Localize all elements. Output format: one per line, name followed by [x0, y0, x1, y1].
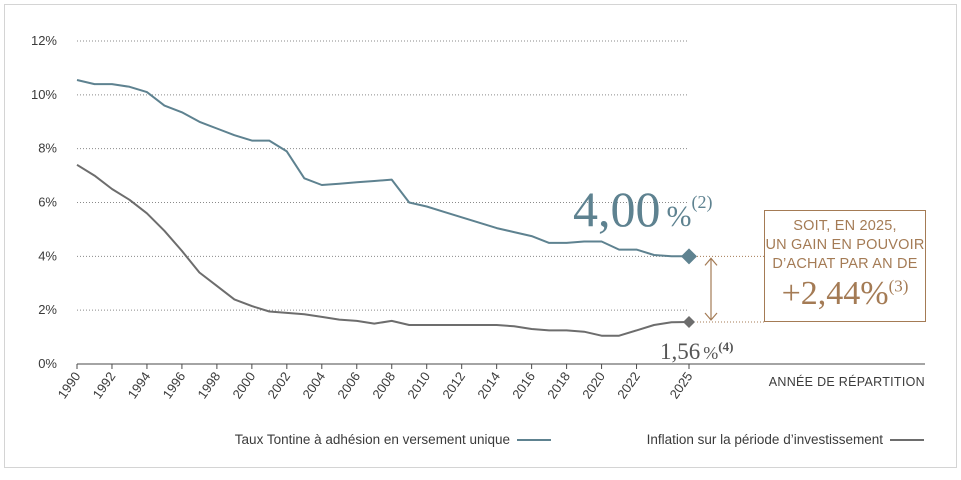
callout-gain-value: +2,44% [781, 275, 889, 312]
bracket-arrowhead-bottom [704, 312, 718, 321]
x-tick-label: 2014 [474, 369, 503, 401]
x-tick-label: 1990 [55, 369, 84, 401]
x-tick-label: 2010 [404, 369, 433, 401]
x-tick-label: 2020 [579, 369, 608, 401]
final-rate-value: 4,00 [573, 181, 661, 237]
grid-lines [77, 40, 689, 311]
x-tick-label: 1996 [159, 369, 188, 401]
end-markers [681, 248, 697, 329]
y-tick-label: 12% [31, 33, 57, 48]
series-line-inflation [76, 163, 690, 337]
callout-gain-note: (3) [888, 276, 909, 296]
x-tick-label: 2006 [334, 369, 363, 401]
x-tick-label: 2016 [509, 369, 538, 401]
x-tick-label: 2004 [299, 369, 328, 401]
y-tick-label: 10% [31, 87, 57, 102]
final-inflation-unit: % [703, 343, 718, 363]
x-tick-label: 2018 [544, 369, 573, 401]
series-lines [76, 79, 690, 337]
x-tick-label: 2000 [229, 369, 258, 401]
gain-bracket [697, 255, 764, 323]
end-marker-tontine [681, 248, 697, 265]
final-rate-note: (2) [692, 192, 713, 213]
final-inflation-note: (4) [718, 339, 733, 354]
y-tick-label: 6% [38, 195, 57, 210]
callout-gain: +2,44%(3) [765, 275, 925, 313]
y-tick-label: 8% [38, 141, 57, 156]
gain-callout-box: SOIT, EN 2025, UN GAIN EN POUVOIR D’ACHA… [764, 210, 926, 322]
end-marker-inflation [683, 316, 695, 329]
chart-frame [4, 4, 957, 468]
x-tick-label: 2012 [439, 369, 468, 401]
x-tick-label: 1998 [194, 369, 223, 401]
x-axis-ticks: 1990 1992 1994 1996 1998 2000 2002 2004 2006 2008… [55, 364, 696, 401]
final-rate-unit: % [667, 200, 692, 233]
x-tick-label: 2008 [369, 369, 398, 401]
x-tick-label: 2022 [614, 369, 643, 401]
legend-label-inflation: Inflation sur la période d’investissemen… [647, 432, 884, 447]
callout-line-1: SOIT, EN 2025, [793, 218, 897, 234]
x-axis-title: ANNÉE DE RÉPARTITION [769, 374, 925, 389]
callout-line-3: D’ACHAT PAR AN DE [772, 256, 918, 272]
final-inflation-label: 1,56 %(4) [660, 339, 733, 364]
final-inflation-value: 1,56 [660, 339, 700, 364]
legend-label-tontine: Taux Tontine à adhésion en versement uni… [235, 432, 510, 447]
bracket-arrowhead-top [704, 257, 718, 266]
legend: Taux Tontine à adhésion en versement uni… [235, 432, 924, 447]
final-rate-label: 4,00 %(2) [573, 181, 713, 237]
x-tick-label: 2025 [667, 369, 696, 401]
y-axis-ticks: 12% 10% 8% 6% 4% 2% 0% [31, 33, 57, 371]
x-tick-label: 2002 [264, 369, 293, 401]
y-tick-label: 2% [38, 302, 57, 317]
y-tick-label: 4% [38, 248, 57, 263]
series-line-tontine [76, 79, 689, 258]
x-tick-label: 1994 [125, 369, 154, 401]
x-tick-label: 1992 [90, 369, 119, 401]
y-tick-label: 0% [38, 356, 57, 371]
callout-line-2: UN GAIN EN POUVOIR [765, 237, 925, 253]
